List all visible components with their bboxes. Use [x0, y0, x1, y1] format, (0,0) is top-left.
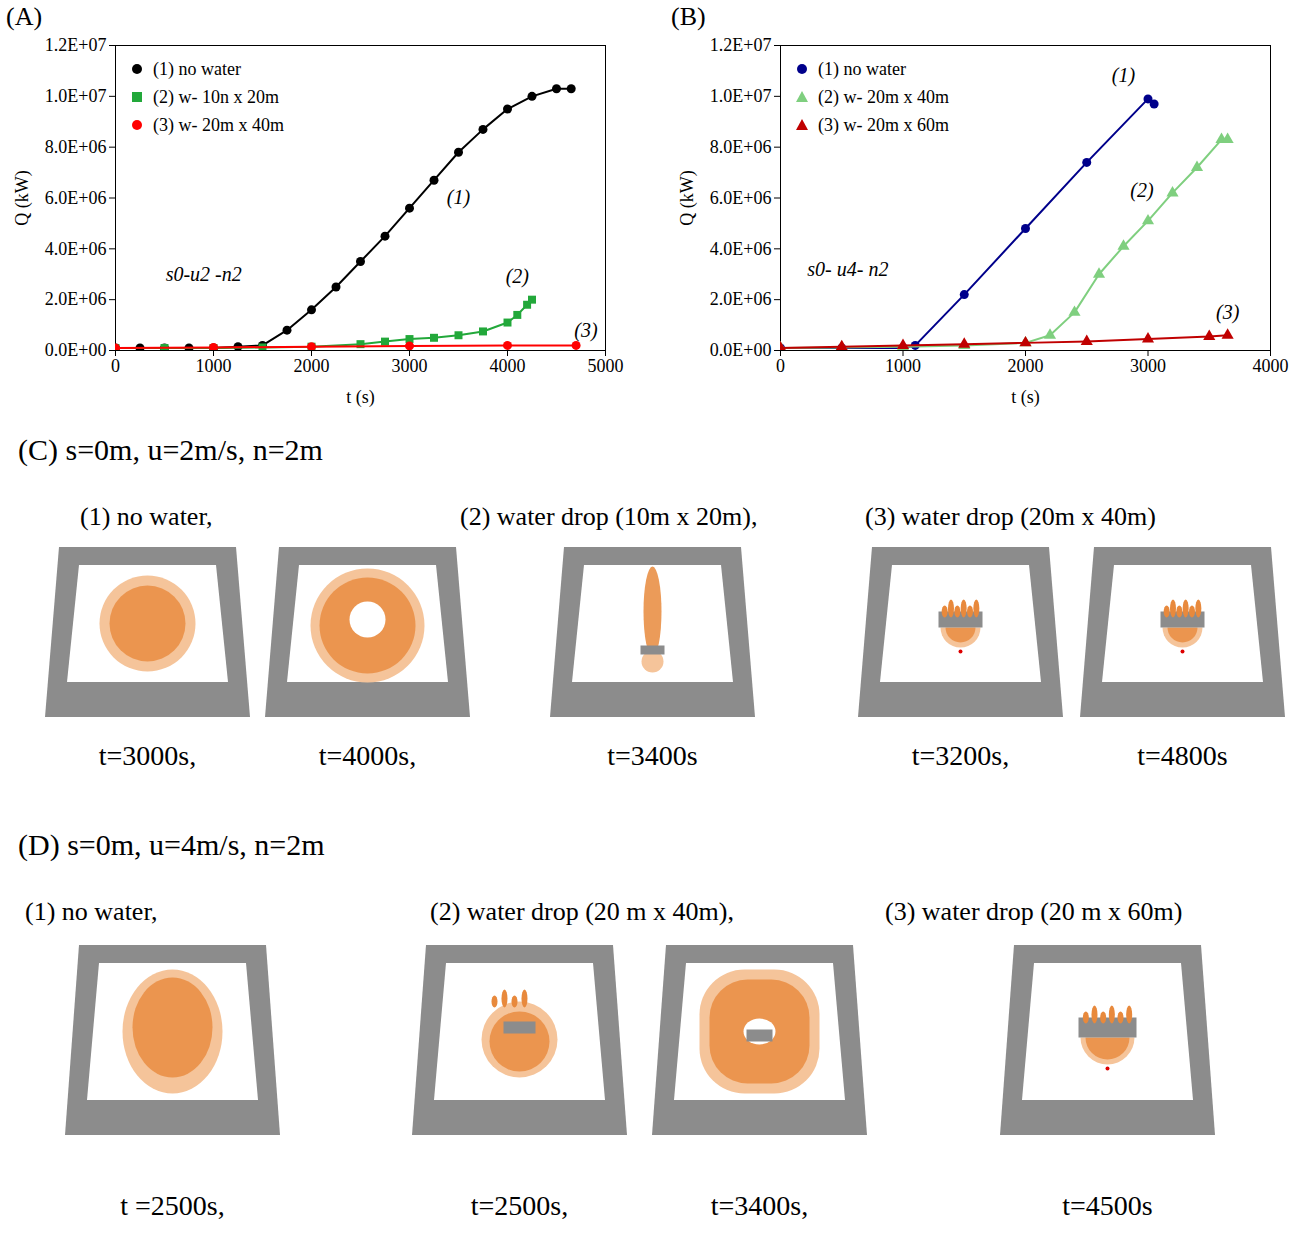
svg-text:t =2500s,: t =2500s,: [120, 1190, 224, 1221]
svg-text:2.0E+06: 2.0E+06: [710, 289, 772, 309]
svg-text:(2): (2): [506, 265, 530, 288]
svg-text:8.0E+06: 8.0E+06: [710, 137, 772, 157]
svg-text:t=3200s,: t=3200s,: [912, 740, 1009, 771]
svg-text:s0-u2 -n2: s0-u2 -n2: [166, 263, 242, 285]
html-text:(B): (B): [671, 2, 706, 31]
svg-text:(1) no water,: (1) no water,: [80, 502, 213, 531]
svg-text:0.0E+00: 0.0E+00: [45, 340, 107, 360]
svg-text:(2) water drop (20 m x 40m),: (2) water drop (20 m x 40m),: [430, 897, 734, 926]
svg-text:1.0E+07: 1.0E+07: [710, 86, 772, 106]
svg-text:2000: 2000: [1008, 356, 1044, 376]
svg-text:4000: 4000: [490, 356, 526, 376]
svg-text:1000: 1000: [196, 356, 232, 376]
svg-text:(2): (2): [1130, 179, 1154, 202]
svg-text:Q (kW): Q (kW): [677, 170, 698, 225]
svg-text:0: 0: [776, 356, 785, 376]
svg-text:t=4800s: t=4800s: [1137, 740, 1227, 771]
svg-text:t=3400s: t=3400s: [607, 740, 697, 771]
svg-text:2000: 2000: [294, 356, 330, 376]
html-text:(2) w- 20m x 40m: (2) w- 20m x 40m: [818, 87, 949, 107]
svg-text:1.2E+07: 1.2E+07: [710, 35, 772, 55]
svg-text:1.2E+07: 1.2E+07: [45, 35, 107, 55]
svg-text:(3): (3): [1216, 301, 1240, 324]
svg-text:t=4500s: t=4500s: [1062, 1190, 1152, 1221]
html-text:(A): (A): [6, 2, 43, 31]
svg-text:(C) s=0m, u=2m/s, n=2m: (C) s=0m, u=2m/s, n=2m: [18, 433, 323, 467]
svg-text:4000: 4000: [1253, 356, 1289, 376]
svg-text:3000: 3000: [1130, 356, 1166, 376]
svg-text:Q (kW): Q (kW): [12, 170, 33, 225]
svg-text:(2) water drop (10m x 20m),: (2) water drop (10m x 20m),: [460, 502, 757, 531]
svg-text:t=3400s,: t=3400s,: [711, 1190, 808, 1221]
svg-text:(3) water drop (20 m x 60m): (3) water drop (20 m x 60m): [885, 897, 1182, 926]
svg-text:(D) s=0m, u=4m/s, n=2m: (D) s=0m, u=4m/s, n=2m: [18, 828, 325, 862]
svg-text:t (s): t (s): [1011, 387, 1040, 408]
svg-text:(1): (1): [1112, 64, 1136, 87]
svg-text:0.0E+00: 0.0E+00: [710, 340, 772, 360]
svg-text:5000: 5000: [588, 356, 624, 376]
html-text:(3) w- 20m x 60m: (3) w- 20m x 60m: [818, 115, 949, 135]
svg-text:(3) water drop (20m x 40m): (3) water drop (20m x 40m): [865, 502, 1156, 531]
svg-text:1.0E+07: 1.0E+07: [45, 86, 107, 106]
svg-text:t=4000s,: t=4000s,: [319, 740, 416, 771]
svg-text:(1): (1): [447, 186, 471, 209]
svg-text:2.0E+06: 2.0E+06: [45, 289, 107, 309]
svg-text:(1) no water,: (1) no water,: [25, 897, 158, 926]
html-text:(3) w- 20m x 40m: (3) w- 20m x 40m: [153, 115, 284, 135]
svg-text:s0- u4- n2: s0- u4- n2: [807, 258, 888, 280]
svg-text:0: 0: [111, 356, 120, 376]
svg-text:4.0E+06: 4.0E+06: [45, 239, 107, 259]
svg-text:4.0E+06: 4.0E+06: [710, 239, 772, 259]
svg-text:t=2500s,: t=2500s,: [471, 1190, 568, 1221]
html-text:(2) w- 10n x 20m: (2) w- 10n x 20m: [153, 87, 279, 107]
svg-text:1000: 1000: [885, 356, 921, 376]
svg-text:t=3000s,: t=3000s,: [99, 740, 196, 771]
svg-text:6.0E+06: 6.0E+06: [710, 188, 772, 208]
html-text:(1) no water: (1) no water: [818, 59, 906, 79]
svg-text:6.0E+06: 6.0E+06: [45, 188, 107, 208]
html-text:(1) no water: (1) no water: [153, 59, 241, 79]
svg-text:8.0E+06: 8.0E+06: [45, 137, 107, 157]
svg-text:(3): (3): [574, 319, 598, 342]
svg-text:3000: 3000: [392, 356, 428, 376]
svg-text:t (s): t (s): [346, 387, 375, 408]
